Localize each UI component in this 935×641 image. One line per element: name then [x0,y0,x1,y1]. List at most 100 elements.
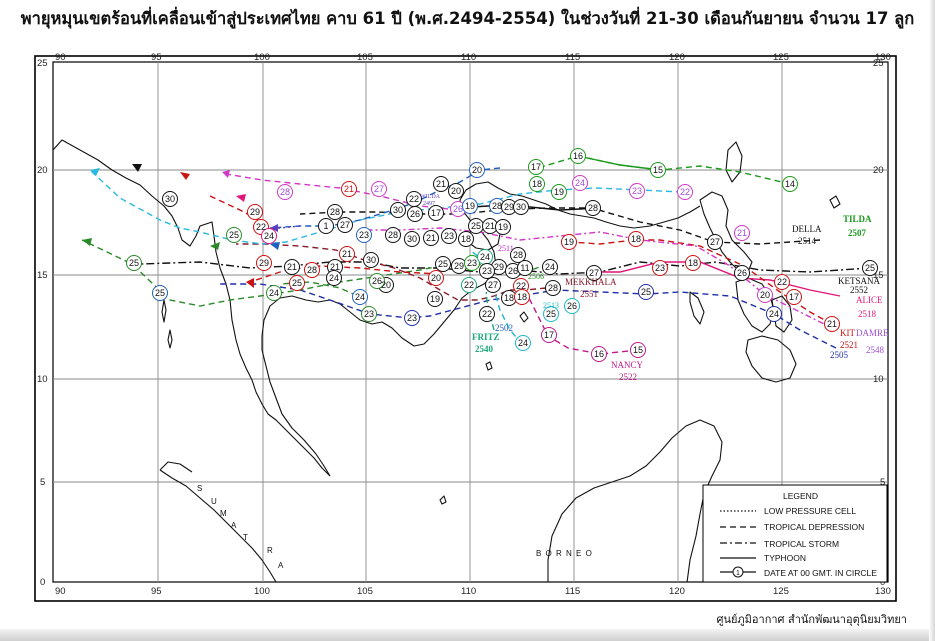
lon-label: 120 [669,586,685,597]
sumatra-letter: S [197,484,202,493]
svg-text:25: 25 [471,221,481,231]
storm-name-label: KETSANA [838,276,880,286]
svg-text:18: 18 [461,234,471,244]
storm-year-label: 2552 [850,285,868,295]
svg-text:28: 28 [492,201,502,211]
svg-text:19: 19 [554,187,564,197]
svg-text:30: 30 [407,234,417,244]
lon-label: 105 [357,52,373,63]
svg-text:17: 17 [431,208,441,218]
svg-text:22: 22 [482,309,492,319]
svg-text:29: 29 [454,261,464,271]
svg-text:15: 15 [633,345,643,355]
svg-text:23: 23 [482,266,492,276]
lat-label: 5 [40,477,45,488]
storm-year-label: 2507 [848,228,867,238]
lat-label: 25 [37,58,48,69]
svg-text:21: 21 [485,221,495,231]
svg-text:20: 20 [451,186,461,196]
svg-text:16: 16 [573,151,583,161]
svg-text:17: 17 [531,162,541,172]
svg-text:29: 29 [504,202,514,212]
outer-frame [34,55,897,602]
svg-text:22: 22 [680,187,690,197]
svg-text:24: 24 [480,252,490,262]
svg-text:11: 11 [520,263,529,273]
svg-text:20: 20 [760,290,770,300]
borneo-label: B O R N E O [536,549,593,558]
sumatra-letter: U [211,497,217,506]
credit-text: ศูนย์ภูมิอากาศ สำนักพัฒนาอุตุนิยมวิทยา [716,613,907,626]
svg-text:24: 24 [575,178,585,188]
page-title: พายุหมุนเขตร้อนที่เคลื่อนเข้าสู่ประเทศไท… [20,9,915,28]
svg-text:22: 22 [409,194,419,204]
svg-text:19: 19 [564,237,574,247]
lon-label: 110 [461,586,476,597]
svg-text:27: 27 [374,184,384,194]
svg-text:29: 29 [494,262,504,272]
svg-text:25: 25 [155,288,165,298]
storm-name-label: ALICE [856,295,883,305]
svg-text:29: 29 [259,258,269,268]
lon-label: 115 [565,52,580,63]
svg-text:22: 22 [777,277,787,287]
svg-text:21: 21 [342,249,352,259]
svg-text:25: 25 [438,259,448,269]
sumatra-letter: M [220,509,227,518]
lon-label: 95 [151,52,162,63]
lon-label: 95 [151,586,162,597]
storm-name-label: KIT [840,328,855,338]
storm-year-label: 2505 [830,350,849,360]
legend: LEGEND LOW PRESSURE CELL TROPICAL DEPRES… [702,484,888,583]
svg-text:30: 30 [165,194,175,204]
svg-text:26: 26 [453,204,463,214]
svg-text:1: 1 [323,221,328,231]
svg-text:20: 20 [472,165,482,175]
svg-text:18: 18 [504,293,514,303]
lon-label: 110 [461,52,476,63]
lat-label: 5 [880,477,885,488]
svg-text:28: 28 [330,207,340,217]
storm-year-label: 2511 [498,244,514,253]
lat-label: 20 [873,165,884,176]
svg-text:21: 21 [737,228,747,238]
svg-text:23: 23 [359,230,369,240]
svg-text:21: 21 [827,319,837,329]
lon-label: 90 [55,52,66,63]
sumatra-letter: A [278,561,284,570]
storm-year-label: 2522 [619,372,637,382]
svg-text:27: 27 [589,268,599,278]
storm-year-label: 2514 [798,236,817,246]
legend-item-label: TROPICAL STORM [764,539,839,549]
svg-text:26: 26 [508,266,518,276]
svg-text:26: 26 [410,209,420,219]
lat-label: 20 [37,165,48,176]
svg-text:27: 27 [488,280,498,290]
svg-text:23: 23 [632,186,642,196]
svg-text:28: 28 [548,283,558,293]
svg-text:23: 23 [467,258,477,268]
svg-text:18: 18 [631,234,641,244]
svg-text:28: 28 [388,230,398,240]
svg-text:19: 19 [498,222,508,232]
svg-text:28: 28 [588,203,598,213]
svg-text:25: 25 [129,258,139,268]
svg-text:20: 20 [431,273,441,283]
storm-name-label: WILDA [420,194,441,200]
svg-text:24: 24 [355,292,365,302]
storm-name-label: NANCY [611,360,644,370]
svg-text:24: 24 [329,273,339,283]
svg-text:25: 25 [641,287,651,297]
svg-text:25: 25 [229,230,239,240]
svg-text:29: 29 [250,207,260,217]
svg-text:22: 22 [256,222,266,232]
storm-year-label: 2548 [866,345,885,355]
storm-year-label: 2540 [475,344,494,354]
svg-text:18: 18 [688,258,698,268]
svg-text:18: 18 [532,179,542,189]
svg-text:21: 21 [344,184,354,194]
lon-label: 115 [565,586,580,597]
svg-text:22: 22 [516,281,526,291]
